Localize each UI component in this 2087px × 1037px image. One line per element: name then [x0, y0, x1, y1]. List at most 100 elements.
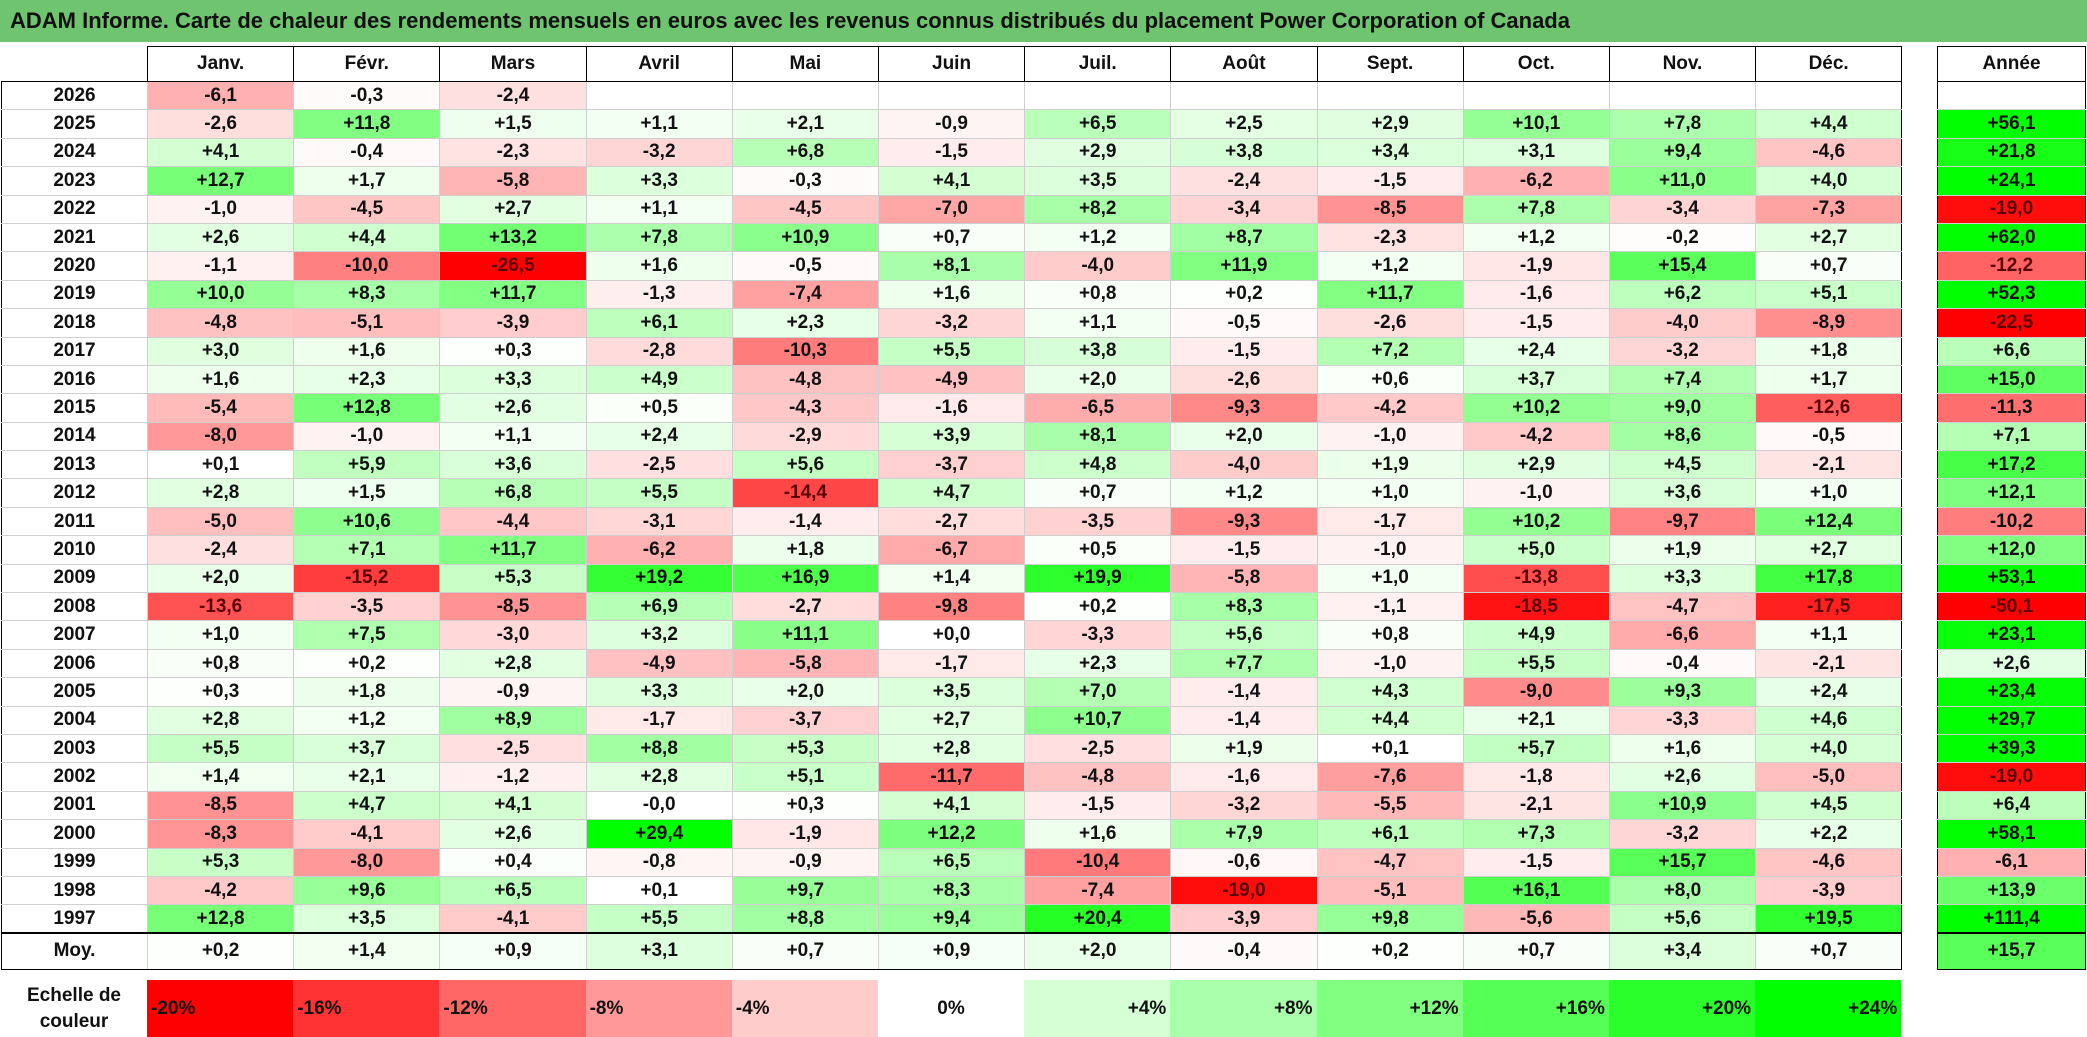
- table-row: 2013 +0,1 +5,9 +3,6 -2,5 +5,6 -3,7 +4,8 -4,0 +1,9…: [1, 450, 1903, 480]
- heatmap-cell: +1,1: [585, 109, 733, 139]
- heatmap-cell: -8,0: [146, 421, 295, 452]
- heatmap-cell: +5,5: [146, 733, 295, 764]
- heatmap-cell: -3,2: [585, 137, 733, 168]
- heatmap-cell: +3,0: [146, 336, 295, 366]
- heatmap-cell: +4,4: [1316, 705, 1464, 735]
- year-label: 2022: [1, 194, 148, 224]
- heatmap-cell: +8,1: [877, 251, 1026, 281]
- heatmap-cell: -4,7: [1316, 847, 1464, 877]
- heatmap-cell: -5,1: [1316, 875, 1464, 906]
- heatmap-cell: -3,1: [585, 506, 733, 537]
- heatmap-cell: -0,2: [1608, 222, 1757, 253]
- heatmap-cell: +5,6: [1170, 620, 1318, 650]
- heatmap-cell: +17,8: [1755, 563, 1903, 594]
- heatmap-cell: +2,0: [1170, 421, 1318, 452]
- year-label: 2005: [1, 677, 148, 707]
- month-header: Juil.: [1024, 46, 1172, 82]
- heatmap-cell: -4,0: [1608, 308, 1757, 338]
- heatmap-cell: -0,9: [877, 109, 1026, 139]
- year-label: 2011: [1, 506, 148, 537]
- annual-cell: +111,4: [1937, 904, 2086, 934]
- heatmap-cell: +8,1: [1024, 421, 1172, 452]
- heatmap-cell: [1462, 80, 1610, 111]
- heatmap-cell: -8,9: [1755, 308, 1903, 338]
- heatmap-cell: +10,6: [293, 506, 441, 537]
- table-row: 2015 -5,4 +12,8 +2,6 +0,5 -4,3 -1,6 -6,5 -9,3 -4,…: [1, 393, 1903, 423]
- heatmap-cell: +0,7: [1024, 478, 1172, 508]
- heatmap-cell: -14,4: [731, 478, 879, 508]
- heatmap-cell: +3,5: [1024, 166, 1172, 196]
- heatmap-cell: -3,5: [1024, 506, 1172, 537]
- heatmap-cell: +3,3: [439, 364, 587, 395]
- heatmap-cell: +5,3: [439, 563, 587, 594]
- average-cell: +0,2: [146, 932, 295, 970]
- heatmap-cell: -9,3: [1170, 393, 1318, 423]
- year-label: 1997: [1, 904, 148, 934]
- year-label: 2010: [1, 535, 148, 565]
- heatmap-cell: -5,4: [146, 393, 295, 423]
- heatmap-cell: -1,0: [1316, 535, 1464, 565]
- heatmap-cell: +3,6: [1608, 478, 1757, 508]
- heatmap-cell: +8,6: [1608, 421, 1757, 452]
- heatmap-cell: -0,9: [731, 847, 879, 877]
- heatmap-cell: +16,1: [1462, 875, 1610, 906]
- heatmap-cell: +7,8: [1608, 109, 1757, 139]
- heatmap-cell: -1,5: [1316, 166, 1464, 196]
- color-scale-swatch: -8%: [585, 980, 732, 1037]
- annual-cell: -22,5: [1937, 308, 2086, 338]
- heatmap-cell: +3,3: [585, 166, 733, 196]
- average-cell: +2,0: [1024, 932, 1172, 970]
- heatmap-cell: -4,2: [1316, 393, 1464, 423]
- heatmap-cell: -10,3: [731, 336, 879, 366]
- heatmap-cell: +6,8: [439, 478, 587, 508]
- heatmap-cell: +3,4: [1316, 137, 1464, 168]
- month-header: Oct.: [1462, 46, 1610, 82]
- heatmap-cell: +2,7: [1755, 222, 1903, 253]
- heatmap-cell: +10,1: [1462, 109, 1610, 139]
- heatmap-cell: +2,7: [439, 194, 587, 224]
- heatmap-cell: +19,5: [1755, 904, 1903, 934]
- annual-average-cell: +15,7: [1937, 932, 2086, 970]
- heatmap-cell: -5,5: [1316, 790, 1464, 821]
- heatmap-cell: +0,6: [1316, 364, 1464, 395]
- heatmap-cell: +6,5: [439, 875, 587, 906]
- heatmap-cell: -3,9: [1170, 904, 1318, 934]
- heatmap-cell: +0,4: [439, 847, 587, 877]
- year-label: 2017: [1, 336, 148, 366]
- heatmap-cell: -6,1: [146, 80, 295, 111]
- heatmap-cell: -6,7: [877, 535, 1026, 565]
- table-row: 2005 +0,3 +1,8 -0,9 +3,3 +2,0 +3,5 +7,0 -1,4 +4,3…: [1, 677, 1903, 707]
- heatmap-cell: -6,2: [1462, 166, 1610, 196]
- heatmap-cell: +7,7: [1170, 648, 1318, 679]
- annual-cell: +24,1: [1937, 166, 2086, 196]
- heatmap-cell: +11,0: [1608, 166, 1757, 196]
- heatmap-cell: +4,1: [877, 166, 1026, 196]
- color-scale-swatch: +12%: [1316, 980, 1463, 1037]
- heatmap-cell: +0,7: [1755, 251, 1903, 281]
- annual-cell: +6,4: [1937, 790, 2086, 821]
- heatmap-cell: +0,5: [585, 393, 733, 423]
- heatmap-cell: +0,5: [1024, 535, 1172, 565]
- color-scale-label: Echelle de couleur: [1, 980, 147, 1037]
- heatmap-cell: -0,5: [1170, 308, 1318, 338]
- average-cell: +0,2: [1316, 932, 1464, 970]
- year-label: 2015: [1, 393, 148, 423]
- heatmap-table: Janv. Févr. Mars Avril Mai Juin Juil. Août Sept.…: [1, 46, 1903, 970]
- heatmap-cell: +2,1: [293, 762, 441, 792]
- heatmap-cell: +5,7: [1462, 733, 1610, 764]
- heatmap-cell: +15,4: [1608, 251, 1757, 281]
- annual-cell: +2,6: [1937, 648, 2086, 679]
- heatmap-cell: +11,9: [1170, 251, 1318, 281]
- heatmap-cell: -3,7: [731, 705, 879, 735]
- heatmap-cell: -2,5: [1024, 733, 1172, 764]
- heatmap-cell: +5,3: [146, 847, 295, 877]
- heatmap-cell: +0,3: [439, 336, 587, 366]
- table-row: 2019 +10,0 +8,3 +11,7 -1,3 -7,4 +1,6 +0,8 +0,2 +1…: [1, 279, 1903, 310]
- annual-cell: +7,1: [1937, 421, 2086, 452]
- heatmap-cell: -0,3: [293, 80, 441, 111]
- heatmap-cell: +5,5: [585, 904, 733, 934]
- annual-table: Année +56,1 +21,8 +24,1 -19,0 +62,0 -12,2 +52,3…: [1937, 46, 2086, 970]
- annual-cell: -6,1: [1937, 847, 2086, 877]
- annual-cell: +21,8: [1937, 137, 2086, 168]
- heatmap-cell: -1,6: [877, 393, 1026, 423]
